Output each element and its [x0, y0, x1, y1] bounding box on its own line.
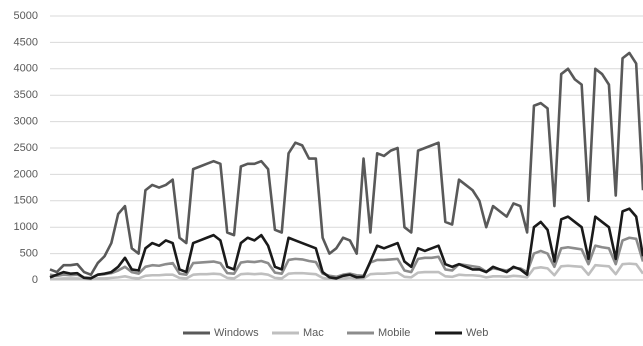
y-tick-label: 1000 [14, 221, 38, 233]
legend-label: Web [466, 327, 488, 339]
y-tick-label: 3000 [14, 116, 38, 128]
legend-label: Mac [303, 327, 324, 339]
y-tick-label: 500 [20, 248, 38, 260]
series-line [49, 207, 643, 280]
y-tick-label: 3500 [14, 89, 38, 101]
y-tick-label: 0 [32, 274, 38, 286]
legend-label: Windows [214, 327, 259, 339]
y-tick-label: 5000 [14, 10, 38, 22]
legend-label: Mobile [378, 327, 410, 339]
series-line [49, 51, 643, 277]
y-tick-label: 4000 [14, 63, 38, 75]
series-line [49, 262, 643, 281]
y-tick-label: 1500 [14, 195, 38, 207]
y-tick-label: 2000 [14, 168, 38, 180]
y-tick-label: 4500 [14, 36, 38, 48]
y-tick-label: 2500 [14, 142, 38, 154]
